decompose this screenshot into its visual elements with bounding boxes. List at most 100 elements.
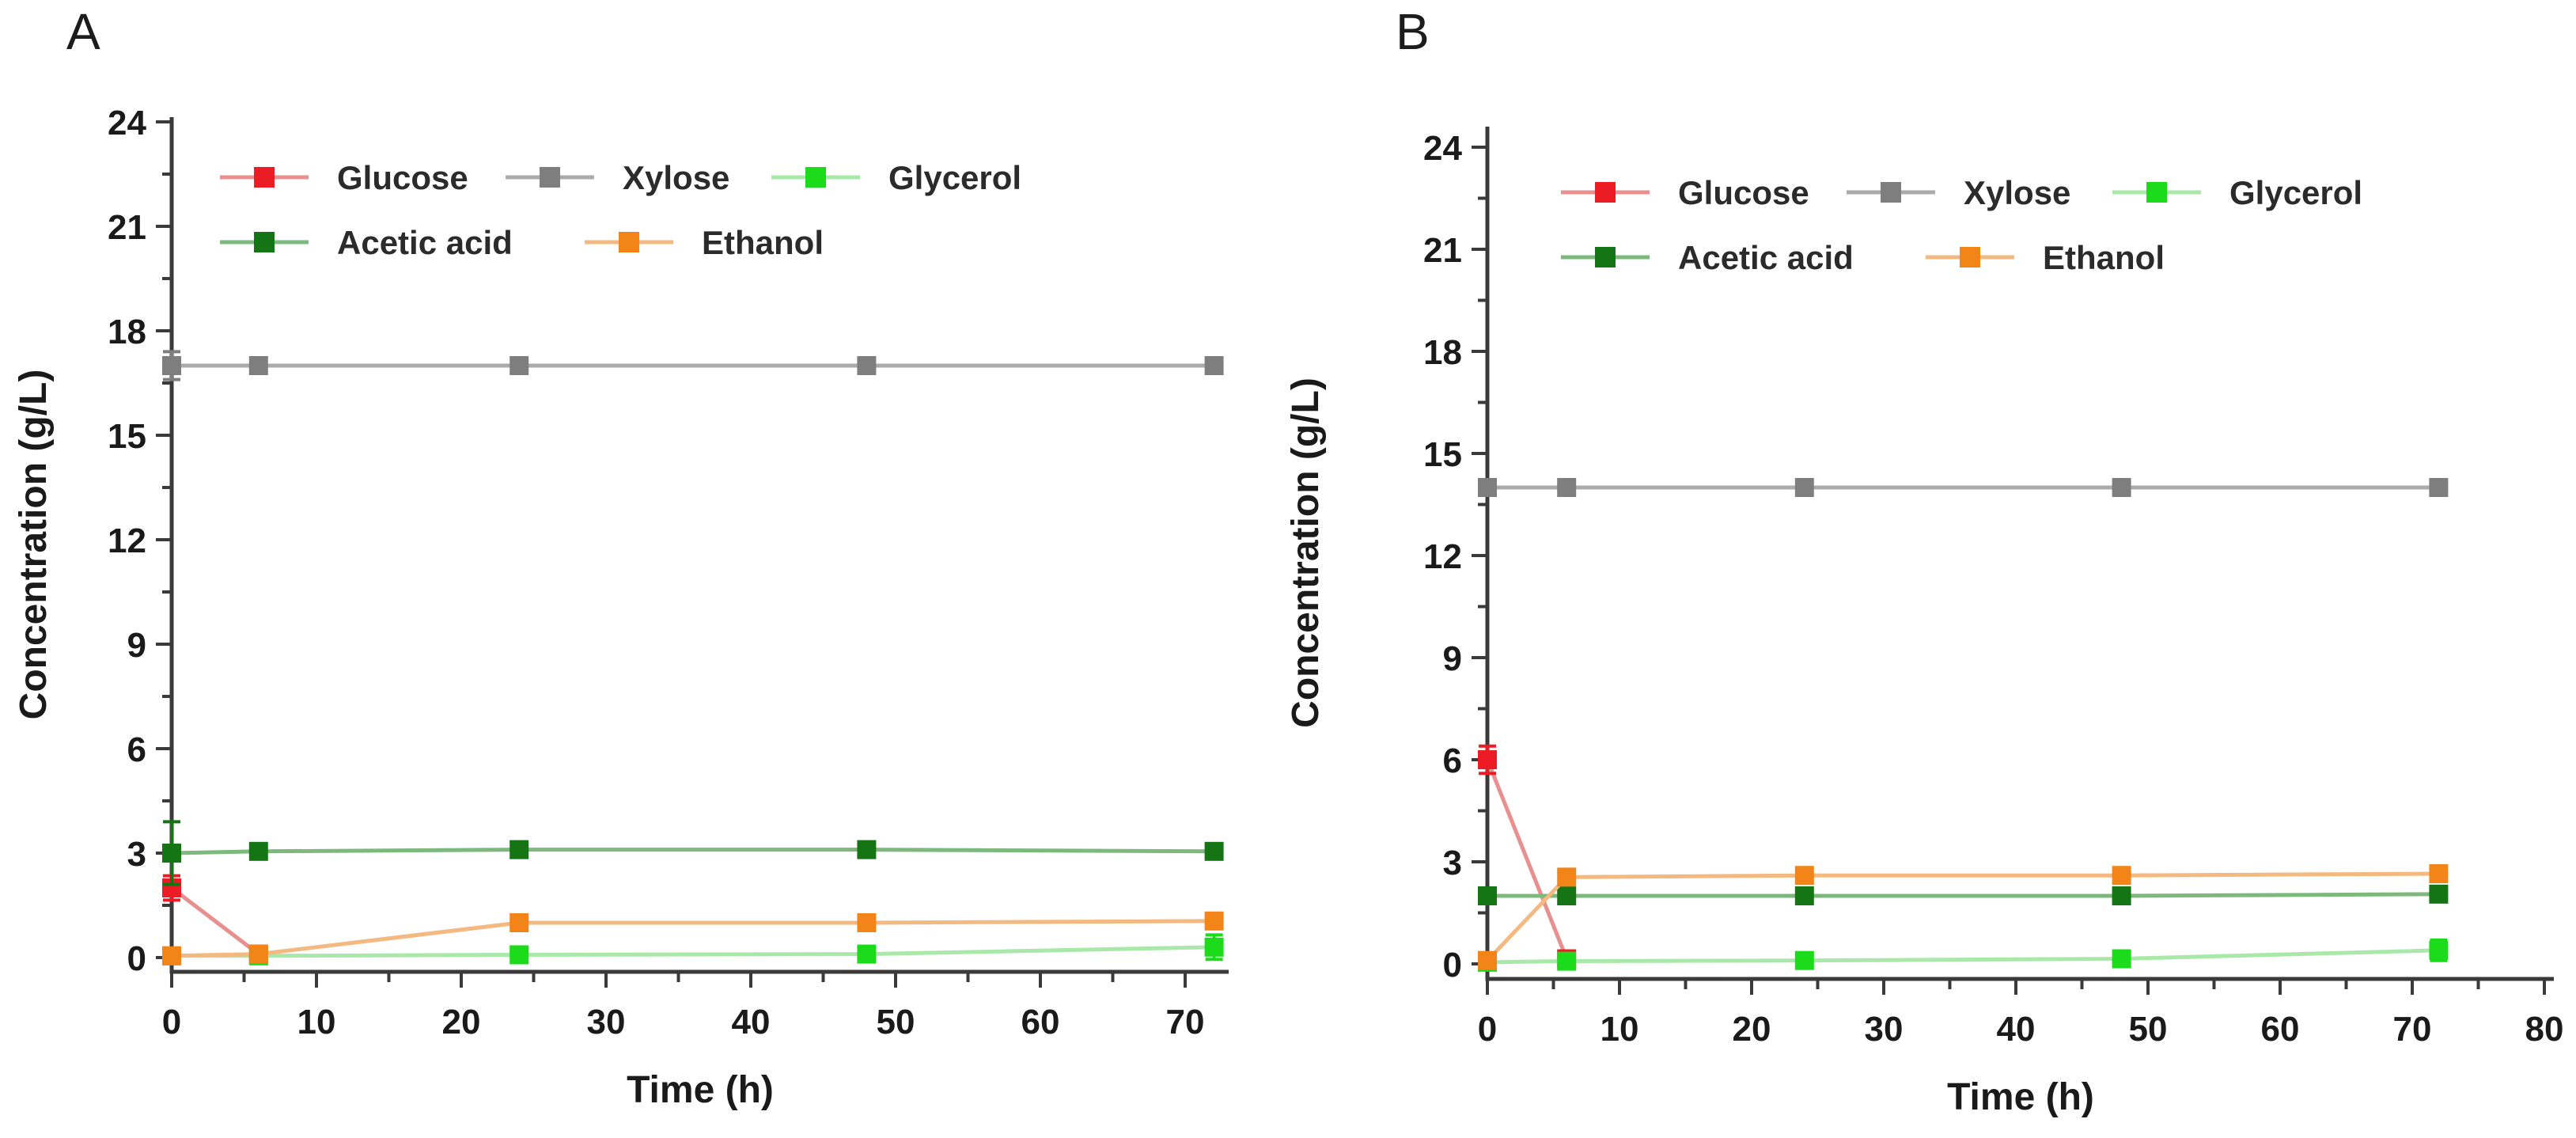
legend-swatch-xylose [1881,182,1901,203]
x-tick-label: 0 [1478,1010,1497,1049]
x-tick-label: 30 [587,1003,626,1041]
series-acetic-acid [1478,884,2449,905]
y-tick-label: 24 [1423,129,1462,168]
y-axis-title: Concentration (g/L) [13,370,55,720]
x-axis-title: Time (h) [627,1069,774,1111]
legend-label-ethanol: Ethanol [2043,239,2165,276]
legend-item-ethanol: Ethanol [585,224,824,261]
legend-item-xylose: Xylose [506,159,729,196]
marker-glycerol [1557,951,1577,971]
marker-ethanol [248,944,268,964]
marker-ethanol [1557,867,1577,887]
marker-xylose [1204,356,1224,375]
marker-xylose [162,356,181,375]
series-xylose [162,350,1224,381]
series-glucose [1478,744,1577,969]
x-tick-label: 50 [877,1003,915,1041]
x-tick-label: 20 [1733,1010,1771,1049]
legend-swatch-xylose [540,167,560,188]
y-tick-label: 6 [1443,742,1462,780]
legend-item-glycerol: Glycerol [2112,174,2362,211]
x-tick-label: 60 [2261,1010,2300,1049]
marker-acetic-acid [857,840,877,859]
marker-xylose [2429,478,2449,497]
marker-ethanol [162,946,181,965]
legend-item-acetic-acid: Acetic acid [1561,239,1854,276]
y-axis-title: Concentration (g/L) [1288,377,1327,728]
series-acetic-acid [162,820,1224,886]
x-tick-label: 30 [1865,1010,1904,1049]
legend-label-xylose: Xylose [623,159,729,196]
y-tick-label: 21 [1423,231,1462,270]
series-xylose [1478,478,2449,497]
y-tick-label: 12 [1423,537,1462,576]
x-axis-title: Time (h) [1947,1076,2094,1118]
panel-letter-B: B [1396,3,1430,60]
legend-swatch-glucose [1595,182,1616,203]
x-tick-label: 40 [1997,1010,2036,1049]
marker-ethanol [857,913,877,932]
marker-acetic-acid [1794,886,1814,905]
legend-swatch-acetic-acid [1595,247,1616,267]
legend-swatch-acetic-acid [254,232,275,252]
legend-label-ethanol: Ethanol [702,224,824,261]
legend: Glucose Xylose Glycerol Acetic acid Ethanol [1561,174,2362,276]
chart-B: 0 3 6 9 12 15 18 21 24 0 10 20 30 40 50 60 70 80 Glucose Xy… [1288,127,2563,1118]
y-tick-label: 9 [1443,639,1462,678]
marker-glycerol [2429,940,2449,960]
legend-label-glucose: Glucose [1678,174,1809,211]
panel-letter-A: A [66,3,100,60]
legend-item-xylose: Xylose [1847,174,2070,211]
legend-label-acetic-acid: Acetic acid [337,224,513,261]
legend-swatch-ethanol [1960,247,1980,267]
y-tick-label: 15 [1423,435,1462,474]
y-tick-label: 18 [1423,333,1462,372]
legend-swatch-glycerol [2146,182,2167,203]
panel-A: A 0 3 6 9 12 15 18 21 24 0 10 20 30 40 50 60 70 Glucose Xy… [13,3,1229,1111]
marker-ethanol [1478,950,1497,970]
y-tick-label: 0 [1443,946,1462,984]
marker-acetic-acid [510,840,529,859]
legend-swatch-ethanol [619,232,639,252]
y-axis-ticks: 0 3 6 9 12 15 18 21 24 [1423,129,1487,984]
x-tick-label: 60 [1021,1003,1060,1041]
x-tick-label: 0 [162,1003,181,1041]
marker-glycerol [510,945,529,965]
marker-acetic-acid [162,844,181,863]
legend-swatch-glycerol [805,167,826,188]
marker-xylose [2112,478,2131,497]
series-glycerol [1478,938,2449,972]
y-tick-label: 12 [108,522,146,560]
legend-item-glucose: Glucose [1561,174,1809,211]
marker-xylose [1557,478,1577,497]
y-tick-label: 3 [1443,844,1462,882]
marker-ethanol [1794,866,1814,886]
x-axis-ticks: 0 10 20 30 40 50 60 70 [162,972,1204,1041]
marker-xylose [857,356,877,375]
legend-label-xylose: Xylose [1964,174,2070,211]
axes [169,117,1229,974]
legend-label-glycerol: Glycerol [888,159,1021,196]
marker-ethanol [2112,866,2131,886]
marker-glycerol [857,944,877,964]
legend-label-glucose: Glucose [337,159,468,196]
series-ethanol [162,911,1224,965]
axes [1485,127,2554,981]
y-tick-label: 24 [108,104,146,142]
x-tick-label: 50 [2129,1010,2168,1049]
y-tick-label: 18 [108,313,146,351]
x-tick-label: 40 [732,1003,771,1041]
x-tick-label: 70 [2393,1010,2432,1049]
legend-item-acetic-acid: Acetic acid [220,224,513,261]
y-axis-ticks: 0 3 6 9 12 15 18 21 24 [108,104,172,978]
marker-ethanol [1204,911,1224,931]
marker-glucose [1478,750,1497,769]
marker-glycerol [2112,949,2131,969]
y-tick-label: 3 [127,835,146,874]
marker-acetic-acid [1557,886,1577,905]
marker-ethanol [2429,864,2449,884]
x-tick-label: 10 [297,1003,336,1041]
marker-acetic-acid [1204,841,1224,861]
legend-swatch-glucose [254,167,275,188]
